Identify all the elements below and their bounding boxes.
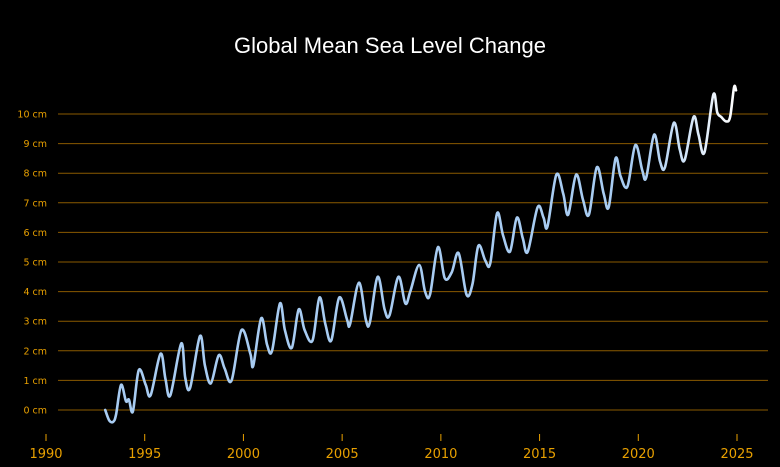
y-tick-label: 5 cm [23,258,47,269]
y-tick-label: 10 cm [17,110,47,121]
y-tick-label: 6 cm [23,228,47,239]
y-tick-label: 0 cm [23,406,47,417]
x-tick-label: 2020 [622,447,655,462]
sea-level-series-line [103,84,738,424]
y-tick-label: 7 cm [23,198,47,209]
y-tick-label: 3 cm [23,317,47,328]
chart-title: Global Mean Sea Level Change [234,33,546,58]
y-tick-label: 2 cm [23,346,47,357]
x-tick-label: 2005 [326,447,359,462]
y-tick-label: 1 cm [23,376,47,387]
x-tick-label: 2025 [720,447,753,462]
y-tick-label: 4 cm [23,287,47,298]
x-tick-label: 2010 [424,447,457,462]
x-tick-label: 1990 [29,447,62,462]
y-tick-label: 8 cm [23,169,47,180]
x-tick-label: 2015 [523,447,556,462]
x-tick-label: 1995 [128,447,161,462]
y-tick-label: 9 cm [23,139,47,150]
x-tick-label: 2000 [227,447,260,462]
